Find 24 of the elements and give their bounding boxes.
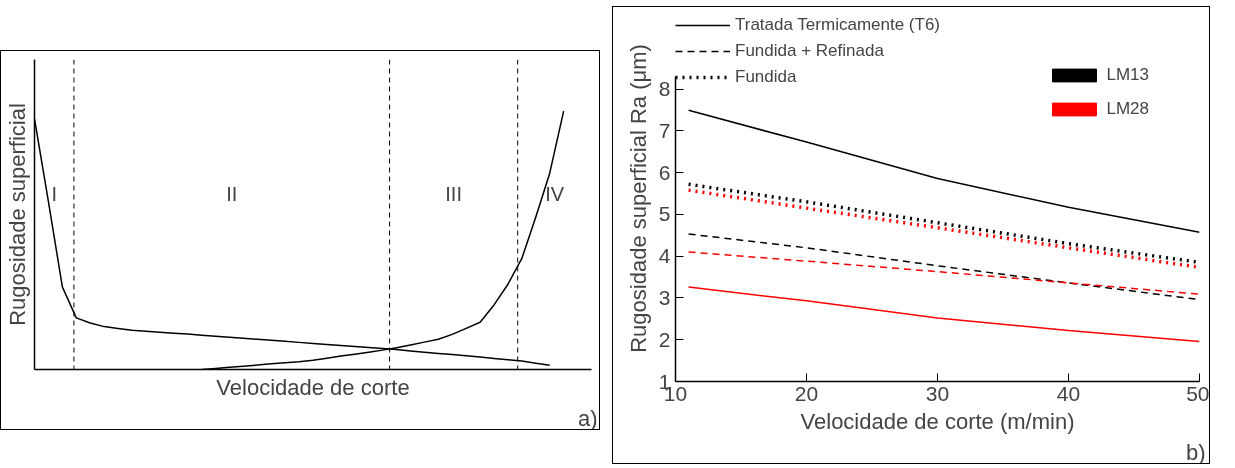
annotation: IV	[545, 182, 565, 205]
y-tick-label: 2	[658, 327, 671, 351]
legend-label: LM13	[1106, 65, 1149, 85]
y-tick-label: 3	[658, 285, 671, 309]
legend-label: Fundida	[735, 67, 797, 87]
legend-label: Tratada Termicamente (T6)	[735, 15, 941, 35]
y-tick-label: 5	[658, 202, 671, 226]
x-tick-label: 50	[1186, 381, 1210, 405]
legend-label: Fundida + Refinada	[735, 41, 884, 61]
y-tick-label: 8	[658, 77, 671, 101]
annotation: I	[51, 182, 57, 205]
annotation: III	[445, 182, 462, 205]
x-axis-title: Velocidade de corte (m/min)	[800, 408, 1075, 434]
y-tick-label: 7	[658, 118, 671, 142]
x-tick-label: 20	[794, 381, 819, 405]
x-axis-title: Velocidade de corte	[216, 374, 410, 400]
legend-label: LM28	[1106, 99, 1149, 119]
x-tick-label: 30	[925, 381, 950, 405]
y-tick-label: 6	[658, 160, 671, 184]
y-tick-label: 4	[658, 244, 671, 268]
x-tick-label: 40	[1056, 381, 1081, 405]
annotation: II	[226, 182, 238, 205]
y-axis-title: Rugosidade superficial Ra (μm)	[625, 44, 651, 353]
y-axis-title: Rugosidade superficial	[4, 103, 30, 326]
